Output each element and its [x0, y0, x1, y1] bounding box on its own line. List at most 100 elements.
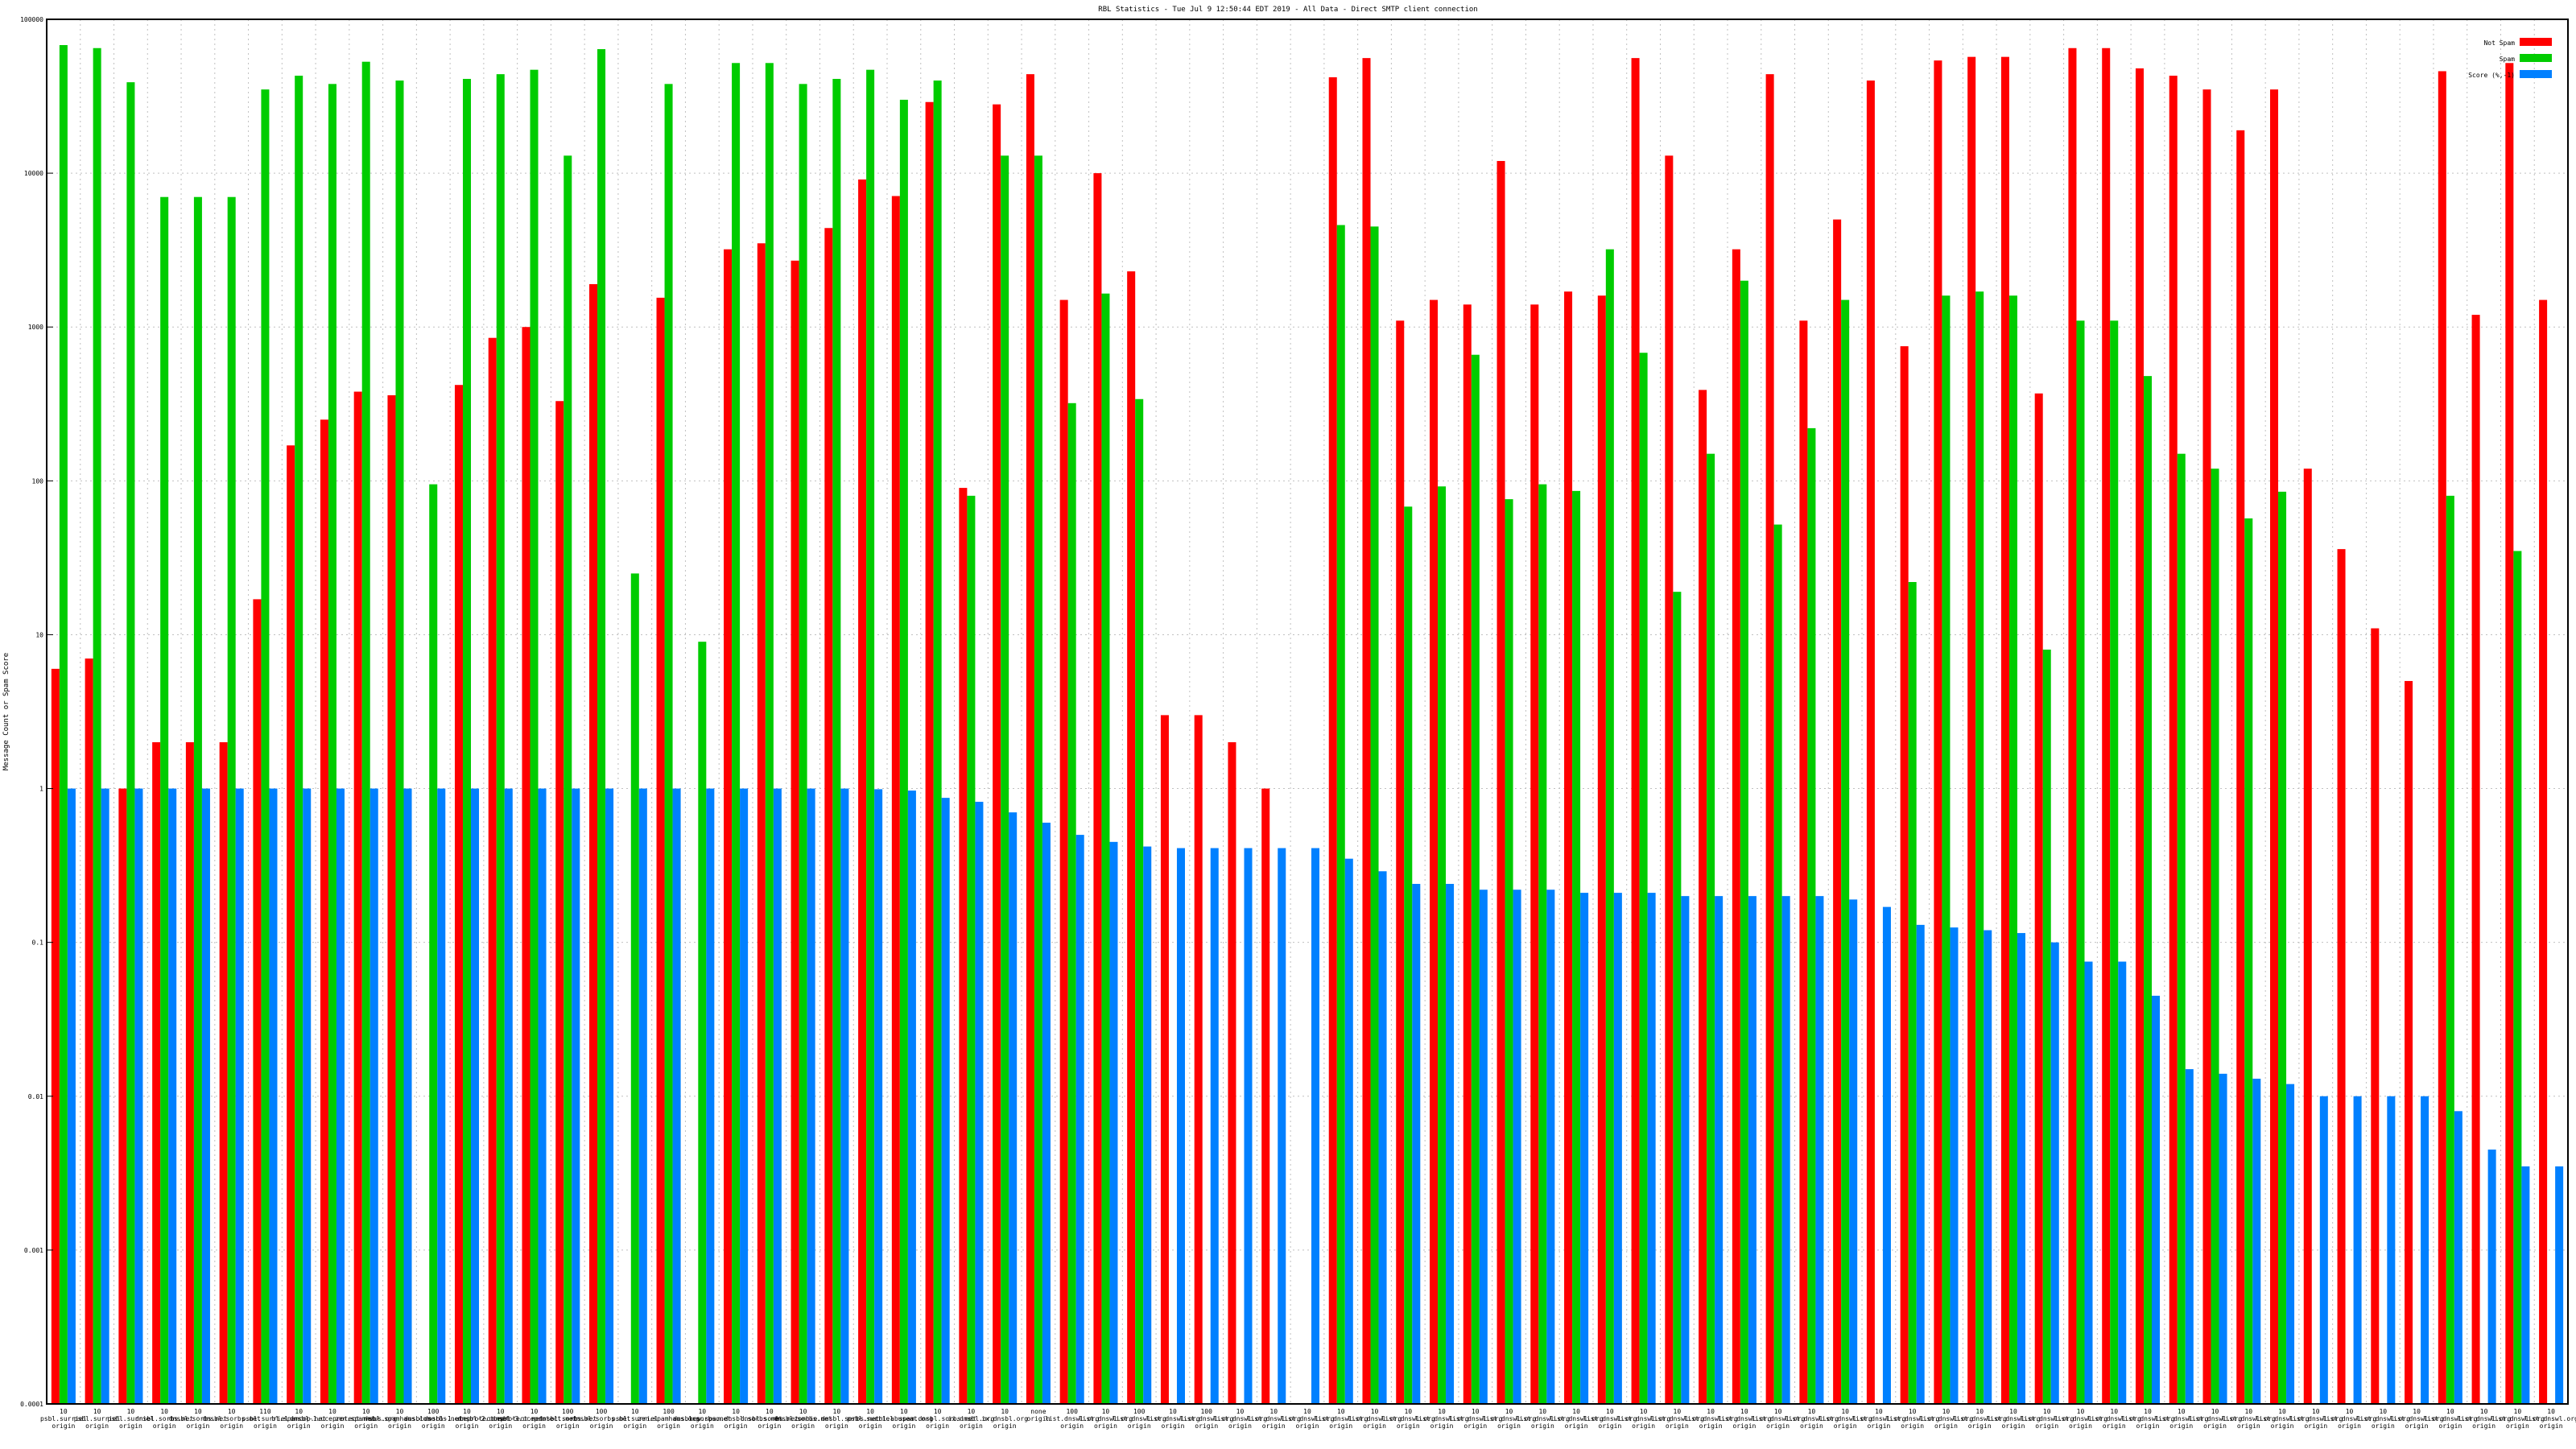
bar-spam [1673, 592, 1682, 1404]
bar-score [2017, 933, 2025, 1404]
bar-score [2521, 1166, 2530, 1404]
bar-not-spam [1564, 291, 1573, 1404]
bar-not-spam [1194, 715, 1203, 1404]
bar-spam [1773, 524, 1782, 1404]
y-tick-label: 100 [32, 477, 44, 485]
x-tick-label: 10 list.dnswl.org origin [2389, 1408, 2444, 1430]
bar-not-spam [656, 297, 665, 1405]
x-tick-label: 10 ix.dnsbl.org origin [981, 1408, 1028, 1430]
bar-score [2185, 1069, 2194, 1404]
x-tick-label: 10 new.spam.dnsbl.sorbs.net origin [689, 1408, 782, 1430]
bar-spam [93, 47, 101, 1404]
bar-score [807, 788, 815, 1404]
bar-not-spam [1396, 320, 1405, 1404]
bar-score [1378, 871, 1387, 1404]
bar-not-spam [1530, 304, 1539, 1404]
bar-spam [2042, 649, 2051, 1404]
bar-score [740, 788, 749, 1404]
bar-not-spam [589, 283, 598, 1404]
bar-spam [2513, 551, 2522, 1404]
bar-spam [630, 573, 639, 1404]
bar-spam [193, 196, 202, 1404]
bar-not-spam [51, 668, 60, 1404]
bar-score [605, 788, 614, 1404]
x-tick-label: 10 list.dnswl.org origin [2188, 1408, 2243, 1430]
x-tick-label: 10 list.dnswl.org origin [1751, 1408, 1806, 1430]
bar-score [1647, 893, 1656, 1404]
bar-not-spam [2000, 56, 2009, 1404]
bar-not-spam [2102, 47, 2111, 1404]
bar-score [235, 788, 244, 1404]
x-tick-label: 10 dnsbl.sorbs.net origin [135, 1408, 193, 1430]
x-tick-label: 10 list.dnswl.org origin [1414, 1408, 1469, 1430]
bar-spam [1740, 280, 1748, 1405]
bar-not-spam [1362, 58, 1371, 1405]
bar-not-spam [454, 385, 463, 1404]
bar-score [1781, 896, 1790, 1404]
y-tick-label: 0.01 [28, 1093, 43, 1100]
x-tick-label: 100 dnsbl.sorbs.net origin [539, 1408, 597, 1430]
bar-score [1009, 812, 1018, 1404]
bar-not-spam [1699, 390, 1707, 1405]
x-tick-label: 10 dnsbl-2.uceprotect.net origin [458, 1408, 543, 1430]
bar-not-spam [1026, 74, 1034, 1405]
x-tick-label: 10 list.dnswl.org origin [2222, 1408, 2277, 1430]
bar-spam [1572, 490, 1581, 1405]
bar-not-spam [2505, 63, 2514, 1405]
bar-spam [462, 79, 472, 1404]
bar-score [1580, 893, 1589, 1404]
bar-spam [2143, 376, 2153, 1404]
x-tick-label: 10 list.dnswl.org origin [1852, 1408, 1906, 1430]
bar-score [67, 788, 76, 1404]
x-tick-label: 100 list.dnswl.org origin [1045, 1408, 1100, 1430]
x-tick-label: 110 psbl.surriel origin [242, 1408, 289, 1430]
bar-spam [496, 74, 505, 1405]
y-tick-label: 0.0001 [20, 1401, 43, 1408]
bar-score [1344, 858, 1353, 1404]
bar-score [1849, 899, 1858, 1404]
x-tick-label: 10 zombie.dnsbl.sorbs.net origin [794, 1408, 879, 1430]
bar-score [1748, 896, 1757, 1404]
bar-not-spam [2405, 680, 2413, 1404]
bar-spam [261, 89, 270, 1404]
bar-score [1210, 848, 1219, 1404]
bar-score [2454, 1111, 2462, 1404]
bar-score [2219, 1073, 2227, 1404]
x-tick-label: 10 list.dnswl.org origin [2423, 1408, 2478, 1430]
bar-not-spam [925, 101, 934, 1405]
bar-spam [799, 84, 807, 1405]
bar-score [1916, 924, 1925, 1404]
bar-spam [564, 155, 572, 1405]
chart-title: RBL Statistics - Tue Jul 9 12:50:44 EDT … [1098, 6, 1477, 14]
x-tick-label: 10 dnsbl-1.uceprotect.net origin [290, 1408, 375, 1430]
bar-score [1176, 848, 1185, 1404]
bar-score [101, 788, 109, 1404]
bar-score [336, 788, 345, 1404]
bar-spam [1135, 398, 1144, 1404]
bar-not-spam [791, 260, 799, 1404]
bar-score [471, 788, 480, 1404]
bar-score [134, 788, 143, 1404]
bar-score [2555, 1166, 2564, 1404]
bar-score [538, 788, 547, 1404]
bar-score [1412, 884, 1421, 1404]
bar-spam [732, 63, 741, 1405]
bar-spam [160, 196, 169, 1404]
bar-spam [328, 84, 336, 1405]
bar-not-spam [2202, 89, 2211, 1404]
bar-spam [1807, 427, 1816, 1404]
x-tick-label: 10 list.dnswl.org origin [1516, 1408, 1571, 1430]
bar-spam [1471, 354, 1480, 1405]
x-tick-label: 10 bl.spamcop.net origin [271, 1408, 326, 1430]
bar-score [269, 788, 278, 1404]
bar-not-spam [253, 599, 262, 1404]
bar-not-spam [2034, 393, 2043, 1405]
bar-not-spam [1833, 219, 1842, 1404]
bar-score [1681, 896, 1690, 1404]
bar-score [1278, 848, 1286, 1404]
bar-not-spam [387, 395, 396, 1405]
bar-not-spam [2371, 628, 2380, 1404]
bar-score [1613, 893, 1622, 1404]
bar-spam [59, 45, 68, 1405]
x-tick-label: 10 list.dnswl.org origin [1146, 1408, 1200, 1430]
